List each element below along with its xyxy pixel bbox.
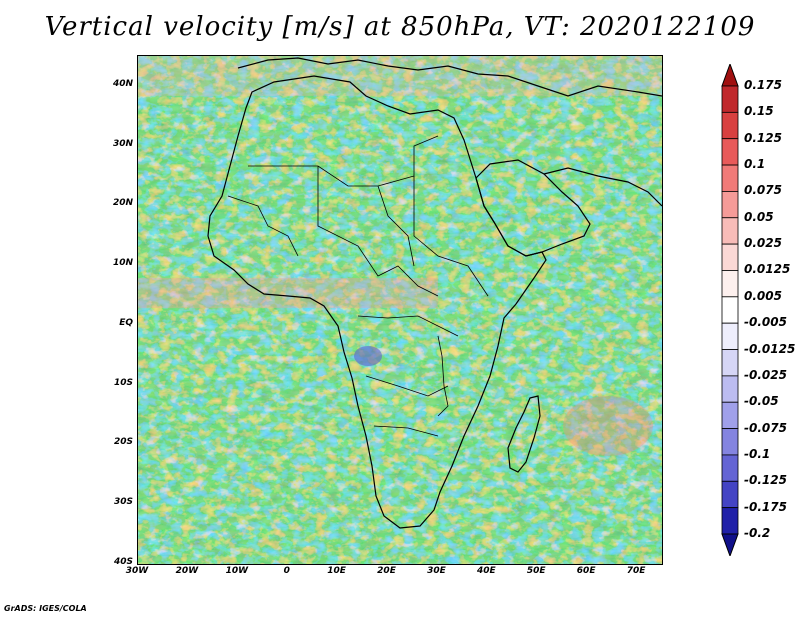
- colorbar-level-label: -0.05: [744, 394, 779, 409]
- colorbar-level-label: -0.075: [744, 420, 787, 435]
- colorbar-swatch: [721, 507, 739, 535]
- itcz-band: [138, 278, 438, 308]
- colorbar-level-label: 0.005: [744, 288, 782, 303]
- latitude-label: 10S: [113, 377, 133, 388]
- border-congo: [357, 315, 459, 337]
- asia-coastline: [543, 167, 662, 207]
- footer-credit: GrADS: IGES/COLA: [4, 604, 87, 613]
- longitude-label: 20E: [377, 566, 396, 576]
- colorbar-level-label: 0.075: [744, 183, 782, 198]
- longitude-label: 10E: [327, 566, 346, 576]
- europe-coastline: [237, 57, 662, 97]
- border-sudan: [413, 176, 489, 297]
- colorbar-level-label: 0.05: [744, 209, 774, 224]
- colorbar-swatch: [721, 191, 739, 219]
- colorbar-swatch: [721, 296, 739, 324]
- latitude-label: 20S: [113, 437, 133, 448]
- colorbar-level-label: -0.0125: [744, 341, 796, 356]
- longitude-label: 60E: [576, 566, 596, 576]
- colorbar-swatch: [721, 85, 739, 113]
- country-borders: [227, 135, 489, 437]
- border-sahel: [317, 166, 439, 297]
- longitude-label: 20W: [175, 566, 199, 576]
- latitude-label: 10N: [112, 258, 133, 269]
- latitude-label: 40S: [113, 557, 133, 567]
- latitude-label: 30N: [112, 138, 133, 149]
- indian-ocean-cell: [563, 396, 653, 456]
- colorbar-level-label: 0.125: [744, 130, 782, 145]
- colorbar-swatch: [721, 111, 739, 140]
- colorbar-swatch: [721, 401, 739, 429]
- colorbar-level-label: -0.025: [744, 367, 787, 382]
- colorbar-level-label: -0.005: [744, 315, 787, 330]
- colorbar-swatch: [721, 480, 739, 509]
- colorbar-swatch: [721, 349, 739, 377]
- africa-coastline: [207, 75, 547, 529]
- map-plot-area: [137, 55, 663, 565]
- velocity-field-map: [138, 56, 662, 564]
- longitude-label: 30E: [427, 566, 446, 576]
- congo-down-cell: [354, 346, 382, 366]
- longitude-label: 10W: [225, 566, 249, 576]
- colorbar-swatch: [721, 138, 739, 166]
- colorbar-level-label: 0.15: [744, 104, 774, 119]
- border-lakes: [437, 335, 449, 417]
- colorbar-level-label: 0.175: [744, 78, 782, 92]
- latitude-label: 20N: [112, 198, 133, 209]
- colorbar-swatch: [721, 164, 739, 192]
- longitude-label: 30W: [125, 566, 149, 576]
- colorbar-swatch: [721, 375, 739, 403]
- colorbar-level-label: -0.1: [744, 446, 771, 461]
- colorbar-level-label: 0.0125: [744, 262, 791, 277]
- latitude-label: EQ: [119, 317, 133, 328]
- coastlines: [207, 57, 662, 529]
- velocity-texture: [138, 56, 662, 564]
- colorbar-level-label: -0.2: [744, 526, 771, 540]
- colorbar-swatch: [721, 217, 739, 245]
- colorbar-swatch: [721, 322, 739, 350]
- colorbar-swatch: [721, 428, 739, 456]
- arabia-coastline: [475, 159, 591, 257]
- latitude-label: 30S: [113, 497, 133, 508]
- longitude-label: 40E: [476, 566, 496, 576]
- colorbar-bottom-triangle: [721, 533, 739, 556]
- longitude-label: 0: [283, 566, 290, 576]
- longitude-label: 50E: [526, 566, 546, 576]
- border-west: [227, 195, 299, 257]
- north-band: [138, 56, 662, 96]
- colorbar-top-triangle: [721, 64, 739, 87]
- madagascar-coastline: [507, 395, 541, 473]
- latitude-label: 40N: [112, 78, 133, 89]
- border-angola: [365, 375, 449, 397]
- colorbar-swatch: [721, 243, 739, 271]
- colorbar: [721, 64, 739, 556]
- colorbar-level-label: -0.175: [744, 499, 787, 514]
- longitude-label: 70E: [626, 566, 646, 576]
- map-title: Vertical velocity [m/s] at 850hPa, VT: 2…: [44, 12, 756, 42]
- colorbar-level-label: 0.1: [744, 157, 766, 172]
- border-chad: [377, 185, 415, 267]
- colorbar-swatch: [721, 454, 739, 482]
- colorbar-swatch: [721, 270, 739, 298]
- colorbar-level-label: -0.125: [744, 473, 787, 488]
- colorbar-level-label: 0.025: [744, 236, 782, 251]
- border-namibia: [373, 425, 439, 437]
